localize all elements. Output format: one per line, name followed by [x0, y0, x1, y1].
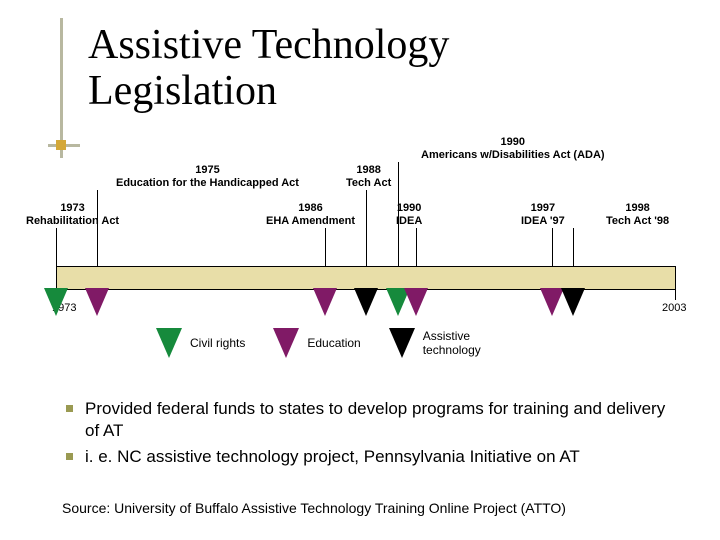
- timeline-chart: 197320031973Rehabilitation Act1975Educat…: [56, 158, 676, 358]
- event-label: 1975Education for the Handicapped Act: [116, 164, 299, 190]
- event-label: 1973Rehabilitation Act: [26, 202, 119, 228]
- event-marker: [85, 288, 109, 316]
- event-marker: [354, 288, 378, 316]
- event-line: [97, 190, 98, 266]
- decor-vertical-line: [60, 18, 63, 158]
- event-marker: [44, 288, 68, 316]
- legend-marker: [389, 328, 415, 358]
- bullet-list: Provided federal funds to states to deve…: [66, 398, 676, 472]
- axis-tick-end: [675, 290, 676, 300]
- event-line: [552, 228, 553, 266]
- event-marker: [404, 288, 428, 316]
- bullet-icon: [66, 453, 73, 460]
- bullet-icon: [66, 405, 73, 412]
- title-line-2: Legislation: [88, 68, 449, 114]
- legend-label: Civil rights: [190, 336, 245, 350]
- legend-label: Education: [307, 336, 360, 350]
- source-citation: Source: University of Buffalo Assistive …: [62, 500, 566, 516]
- event-line: [416, 228, 417, 266]
- event-line: [56, 228, 57, 266]
- legend: Civil rights Education Assistivetechnology: [156, 328, 481, 358]
- event-line: [573, 228, 574, 266]
- legend-item: Civil rights: [156, 328, 245, 358]
- event-label: 1986EHA Amendment: [266, 202, 355, 228]
- legend-item: Assistivetechnology: [389, 328, 481, 358]
- timeline-band: [56, 266, 676, 290]
- legend-label: Assistivetechnology: [423, 329, 481, 358]
- bullet-item: Provided federal funds to states to deve…: [66, 398, 676, 442]
- event-label: 1997IDEA '97: [521, 202, 565, 228]
- bullet-text: Provided federal funds to states to deve…: [85, 398, 676, 442]
- event-label: 1990Americans w/Disabilities Act (ADA): [421, 136, 605, 162]
- event-marker: [561, 288, 585, 316]
- bullet-text: i. e. NC assistive technology project, P…: [85, 446, 580, 468]
- bullet-item: i. e. NC assistive technology project, P…: [66, 446, 676, 468]
- axis-label-end: 2003: [662, 302, 686, 314]
- page-title: Assistive TechnologyLegislation: [88, 22, 449, 114]
- event-label: 1990IDEA: [396, 202, 422, 228]
- legend-marker: [273, 328, 299, 358]
- event-line: [366, 190, 367, 266]
- event-line: [325, 228, 326, 266]
- event-label: 1988Tech Act: [346, 164, 391, 190]
- legend-marker: [156, 328, 182, 358]
- event-marker: [313, 288, 337, 316]
- legend-item: Education: [273, 328, 360, 358]
- decor-square: [56, 140, 66, 150]
- title-line-1: Assistive Technology: [88, 22, 449, 68]
- event-label: 1998Tech Act '98: [606, 202, 669, 228]
